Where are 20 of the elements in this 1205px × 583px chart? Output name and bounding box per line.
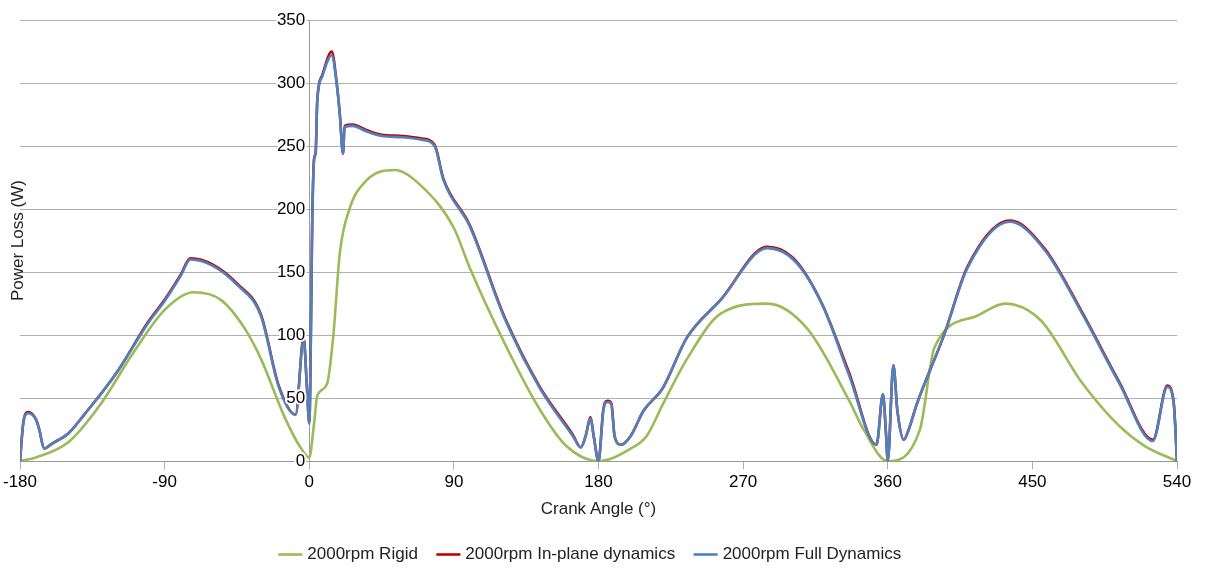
x-tick-label: 180 (584, 472, 613, 492)
y-axis-title: Power Loss (W) (7, 180, 27, 302)
y-tick-label: 350 (276, 9, 306, 29)
x-tick-label: -180 (3, 472, 38, 492)
legend-label: 2000rpm Rigid (307, 544, 418, 564)
x-tick-label: -90 (152, 472, 177, 492)
y-tick-label: 100 (276, 324, 306, 344)
legend-label: 2000rpm Full Dynamics (722, 544, 902, 564)
y-tick-label: 300 (276, 72, 306, 92)
x-tick-label: 540 (1162, 472, 1192, 492)
x-tick-label: 360 (873, 472, 902, 492)
y-tick-label: 250 (276, 135, 306, 155)
y-tick-label: 200 (276, 198, 306, 218)
x-axis-title: Crank Angle (°) (540, 499, 657, 519)
legend-label: 2000rpm In-plane dynamics (465, 544, 676, 564)
x-tick-label: 270 (728, 472, 758, 492)
y-tick-label: 150 (276, 261, 306, 281)
x-tick-label: 90 (444, 472, 464, 492)
y-tick-label: 0 (295, 450, 306, 470)
x-tick-label: 450 (1018, 472, 1047, 492)
